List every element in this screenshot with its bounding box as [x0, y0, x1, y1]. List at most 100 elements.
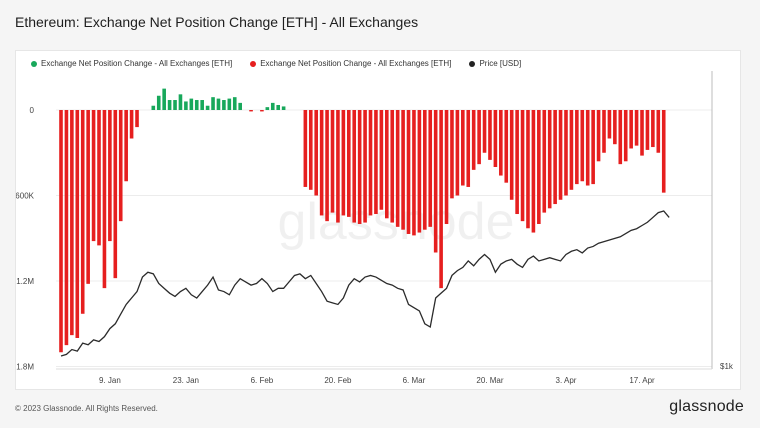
bar	[558, 110, 563, 200]
bar	[580, 110, 585, 182]
chart-panel: Exchange Net Position Change - All Excha…	[15, 50, 741, 390]
bar	[417, 110, 422, 233]
bar	[113, 110, 118, 279]
bar	[406, 110, 411, 234]
bar	[515, 110, 519, 215]
bar	[553, 110, 557, 205]
bar	[346, 110, 351, 217]
bar	[205, 105, 210, 110]
bar	[374, 110, 378, 215]
bar	[656, 110, 661, 153]
bar	[661, 110, 666, 193]
price-line	[60, 210, 670, 357]
bar	[97, 110, 101, 246]
bar	[618, 110, 623, 165]
bar	[167, 100, 172, 110]
x-tick-label: 6. Feb	[251, 376, 274, 385]
bar	[591, 110, 595, 185]
bar	[634, 110, 639, 146]
bar	[526, 110, 530, 229]
bar	[466, 110, 471, 187]
bar	[227, 98, 232, 110]
chart-title: Ethereum: Exchange Net Position Change […	[15, 14, 419, 30]
bar	[211, 97, 215, 110]
bar	[222, 100, 226, 110]
bar	[651, 110, 655, 148]
bar	[412, 110, 416, 236]
bar	[423, 110, 427, 230]
bar	[260, 110, 264, 112]
bar	[102, 110, 107, 289]
legend-item-positive[interactable]: Exchange Net Position Change - All Excha…	[31, 59, 232, 68]
bar	[189, 98, 194, 110]
brand-logo[interactable]: glassnode	[669, 398, 744, 415]
bar	[314, 110, 319, 196]
bar	[542, 110, 547, 213]
legend-label-price: Price [USD]	[479, 59, 522, 68]
bar	[184, 101, 188, 110]
legend-item-price[interactable]: Price [USD]	[469, 59, 521, 68]
bar	[575, 110, 579, 185]
bar	[428, 110, 433, 227]
bar	[156, 95, 161, 110]
bar	[585, 110, 590, 186]
bar	[276, 105, 280, 110]
bar	[232, 97, 237, 110]
bar	[629, 110, 633, 149]
bar	[75, 110, 80, 338]
bar	[640, 110, 644, 156]
bar	[336, 110, 340, 223]
x-tick-label: 17. Apr	[629, 376, 655, 385]
bar	[108, 110, 112, 242]
x-tick-label: 20. Feb	[324, 376, 352, 385]
bar	[379, 110, 384, 210]
bar	[216, 98, 221, 110]
bar	[86, 110, 90, 284]
legend-dot-price	[469, 60, 476, 67]
bar	[385, 110, 389, 219]
bar	[135, 110, 139, 128]
bar	[564, 110, 568, 196]
bar	[607, 110, 612, 139]
legend-dot-negative	[250, 60, 257, 67]
legend: Exchange Net Position Change - All Excha…	[31, 59, 521, 68]
bar	[569, 110, 574, 190]
legend-item-negative[interactable]: Exchange Net Position Change - All Excha…	[250, 59, 451, 68]
bar	[450, 110, 454, 199]
bar	[488, 110, 492, 160]
legend-label-negative: Exchange Net Position Change - All Excha…	[260, 59, 452, 68]
bar	[64, 110, 69, 346]
bar	[341, 110, 346, 216]
legend-label-positive: Exchange Net Position Change - All Excha…	[41, 59, 233, 68]
bar	[129, 110, 134, 139]
bar	[319, 110, 324, 216]
x-tick-label: 9. Jan	[99, 376, 121, 385]
bar	[509, 110, 514, 200]
bar	[504, 110, 509, 183]
bar	[325, 110, 329, 222]
y-right-tick-label: $1k	[720, 362, 734, 371]
bar	[482, 110, 487, 153]
bar	[471, 110, 476, 170]
bar	[281, 106, 286, 110]
y-tick-label: -1.8M	[16, 363, 34, 372]
bar	[395, 110, 400, 227]
bar	[249, 110, 253, 112]
bar	[363, 110, 367, 223]
x-tick-label: 3. Apr	[556, 376, 577, 385]
bar	[59, 110, 63, 353]
bar	[477, 110, 481, 165]
bar	[303, 110, 308, 187]
bar	[623, 110, 628, 162]
y-tick-label: -600K	[16, 192, 35, 201]
bar	[368, 110, 373, 216]
x-tick-label: 23. Jan	[173, 376, 199, 385]
y-tick-label: -1.2M	[16, 277, 34, 286]
bar	[596, 110, 601, 162]
bar	[602, 110, 606, 153]
bar	[162, 88, 166, 111]
bar	[493, 110, 498, 167]
bar	[444, 110, 449, 224]
bar	[531, 110, 536, 233]
